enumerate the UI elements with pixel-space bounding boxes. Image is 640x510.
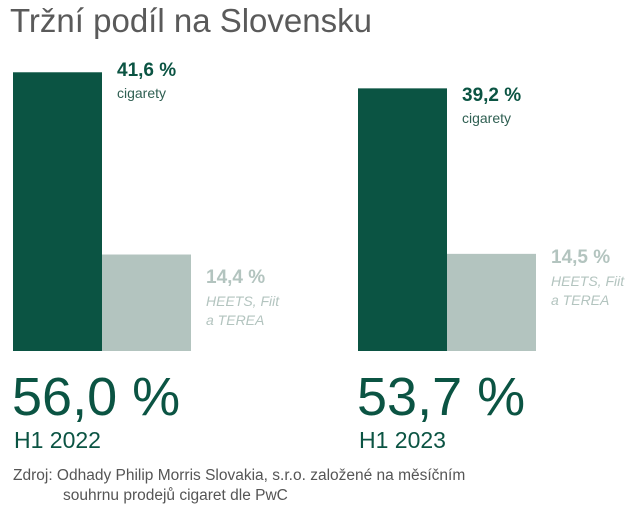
bar-cigarety-h1-2022 (13, 72, 102, 351)
series-label-heets-2022-line2: a TEREA (206, 312, 265, 328)
total-2022: 56,0 % (12, 367, 181, 427)
source-line-2: souhrnu prodejů cigaret dle PwC (63, 487, 288, 504)
series-label-heets-2023-line2: a TEREA (551, 292, 610, 308)
series-label-heets-2023-line1: HEETS, Fiit (551, 273, 625, 289)
bar-cigarety-h1-2023 (358, 88, 447, 352)
bar-heets-h1-2023 (447, 253, 536, 351)
category-label-2023: H1 2023 (359, 427, 446, 453)
data-label-heets-2023: 14,5 % (551, 247, 611, 268)
total-2023: 53,7 % (357, 367, 526, 427)
series-label-heets-2022-line1: HEETS, Fiit (206, 293, 280, 309)
category-label-2022: H1 2022 (14, 427, 101, 453)
data-label-cigarety-2023: 39,2 % (462, 85, 522, 106)
series-label-cigarety-2022: cigarety (117, 85, 167, 101)
source-line-1: Zdroj: Odhady Philip Morris Slovakia, s.… (13, 467, 466, 484)
series-label-cigarety-2023: cigarety (462, 110, 512, 126)
chart-title: Tržní podíl na Slovensku (10, 2, 372, 39)
data-label-cigarety-2022: 41,6 % (117, 60, 177, 81)
bar-heets-h1-2022 (102, 254, 191, 351)
source-note: Zdroj: Odhady Philip Morris Slovakia, s.… (13, 466, 465, 506)
data-label-heets-2022: 14,4 % (206, 267, 266, 288)
